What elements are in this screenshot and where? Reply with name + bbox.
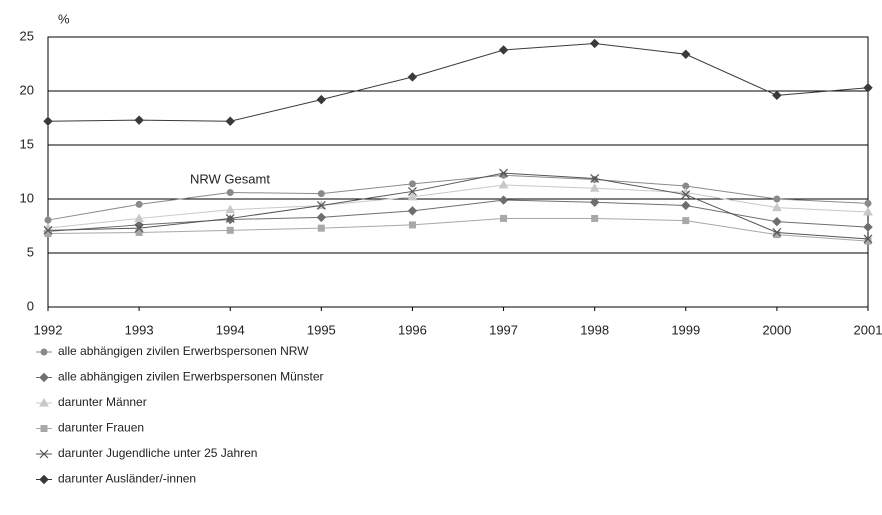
marker (772, 216, 782, 227)
marker (225, 214, 235, 225)
y-tick-label: 25 (20, 28, 34, 43)
legend-label: alle abhängigen zivilen Erwerbspersonen … (58, 344, 309, 358)
marker (498, 195, 509, 205)
marker (408, 187, 417, 196)
marker (226, 189, 234, 197)
legend-label: darunter Frauen (58, 421, 144, 435)
y-tick-label: 10 (20, 190, 34, 205)
series-line (47, 174, 869, 221)
legend-label: alle abhängigen zivilen Erwerbspersonen … (58, 370, 324, 384)
x-tick-label: 1994 (216, 322, 245, 337)
marker (500, 214, 508, 222)
y-tick-label: 0 (27, 298, 34, 313)
marker (317, 224, 325, 232)
marker (317, 190, 325, 198)
marker (407, 72, 418, 82)
marker (135, 228, 143, 236)
marker (863, 83, 873, 93)
marker (681, 190, 691, 200)
series-line (47, 217, 869, 242)
marker (407, 191, 418, 201)
marker (589, 197, 600, 207)
x-tick-label: 1996 (398, 322, 427, 337)
x-tick-label: 1997 (489, 322, 518, 337)
marker (682, 217, 690, 225)
marker (316, 94, 327, 105)
y-axis-label: % (58, 11, 70, 26)
marker (591, 214, 599, 222)
marker (498, 45, 509, 55)
legend-marker (39, 397, 49, 407)
marker (408, 221, 416, 229)
y-tick-label: 5 (27, 244, 34, 259)
x-tick-label: 2000 (762, 322, 791, 337)
marker (134, 115, 144, 125)
marker (135, 200, 143, 208)
marker (589, 38, 600, 49)
x-tick-label: 1999 (671, 322, 700, 337)
marker (863, 222, 873, 232)
marker (863, 234, 873, 244)
marker (226, 226, 234, 234)
plot-area (47, 36, 869, 308)
marker (864, 199, 872, 207)
marker (44, 230, 52, 238)
x-tick-label: 2001 (854, 322, 882, 337)
marker (499, 168, 508, 178)
x-tick-label: 1995 (307, 322, 336, 337)
legend-label: darunter Jugendliche unter 25 Jahren (58, 446, 257, 460)
legend-marker (40, 348, 48, 356)
series-line (47, 42, 869, 122)
y-tick-label: 15 (20, 136, 34, 151)
marker (225, 116, 235, 126)
legend-marker (39, 449, 49, 459)
marker (773, 195, 781, 203)
x-tick-label: 1993 (125, 322, 154, 337)
marker (408, 180, 416, 188)
marker (225, 214, 235, 223)
x-tick-label: 1998 (580, 322, 609, 337)
marker (498, 179, 509, 189)
legend-label: darunter Männer (58, 395, 147, 409)
marker (681, 200, 691, 211)
legend-marker (39, 474, 49, 485)
marker (134, 223, 144, 233)
series-line (47, 172, 869, 240)
marker (590, 174, 600, 183)
marker (407, 206, 418, 216)
marker (44, 216, 52, 224)
annotation: NRW Gesamt (190, 171, 270, 186)
marker (681, 49, 691, 59)
marker (316, 212, 327, 223)
marker (772, 228, 782, 237)
x-tick-label: 1992 (34, 322, 63, 337)
marker (43, 225, 53, 235)
legend-label: darunter Ausländer/-innen (58, 472, 196, 486)
y-tick-label: 20 (20, 82, 34, 97)
marker (43, 116, 53, 126)
marker (134, 213, 144, 222)
marker (589, 183, 600, 192)
marker (772, 202, 782, 212)
marker (772, 90, 782, 101)
marker (591, 176, 599, 184)
marker (316, 201, 326, 210)
series-line (47, 184, 869, 229)
marker (225, 204, 236, 214)
legend-marker (40, 425, 48, 432)
marker (863, 206, 873, 216)
legend-marker (39, 372, 49, 383)
